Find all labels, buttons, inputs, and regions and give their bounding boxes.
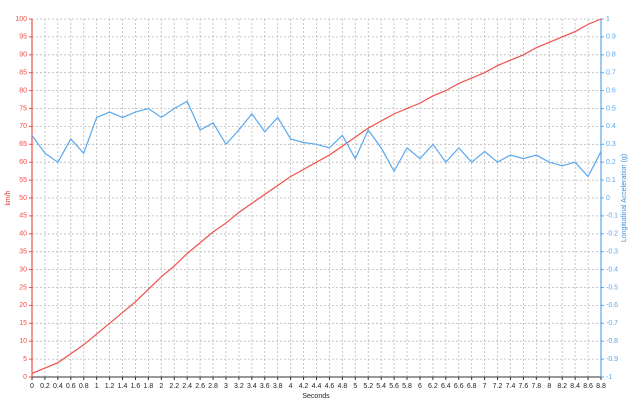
y-tick-label: 40 [19,231,27,238]
y2-tick-label: -0.7 [606,320,618,327]
x-tick-label: 7.2 [493,383,503,390]
x-tick-label: 5.6 [389,383,399,390]
y-tick-label: 5 [23,356,27,363]
x-tick-label: 0 [30,383,34,390]
x-tick-label: 1.6 [131,383,141,390]
x-tick-label: 3.4 [247,383,257,390]
y2-tick-label: 0.3 [606,141,616,148]
x-tick-label: 4.8 [337,383,347,390]
y2-tick-label: 0.5 [606,105,616,112]
x-tick-label: 2.2 [169,383,179,390]
y-axis-title: km/h [5,190,12,205]
y-tick-label: 75 [19,105,27,112]
y-tick-label: 45 [19,213,27,220]
y-tick-label: 100 [15,16,27,23]
x-tick-label: 2.4 [182,383,192,390]
x-tick-label: 2.8 [208,383,218,390]
y2-tick-label: -0.1 [606,213,618,220]
y2-tick-label: 0.7 [606,70,616,77]
y2-tick-label: 0.2 [606,159,616,166]
y2-tick-label: 0.9 [606,34,616,41]
y2-tick-label: 1 [606,16,610,23]
y2-tick-label: -1 [606,374,612,381]
x-tick-label: 8.8 [596,383,606,390]
x-tick-label: 5 [353,383,357,390]
x-tick-label: 6 [418,383,422,390]
x-tick-label: 0.8 [79,383,89,390]
x-tick-label: 1.8 [144,383,154,390]
y2-tick-label: -0.3 [606,249,618,256]
y-tick-label: 50 [19,195,27,202]
y2-tick-label: -0.4 [606,266,618,273]
y2-tick-label: 0 [606,195,610,202]
y2-tick-label: -0.8 [606,338,618,345]
y-tick-label: 10 [19,338,27,345]
y2-tick-label: 0.4 [606,123,616,130]
x-tick-label: 5.2 [363,383,373,390]
x-tick-label: 7.4 [506,383,516,390]
x-tick-label: 6.8 [467,383,477,390]
x-tick-label: 5.8 [402,383,412,390]
y2-tick-label: -0.9 [606,356,618,363]
x-tick-label: 6.2 [428,383,438,390]
x-tick-label: 3.6 [260,383,270,390]
x-tick-label: 8 [547,383,551,390]
y-tick-label: 90 [19,52,27,59]
y-tick-label: 35 [19,249,27,256]
y2-tick-label: 0.6 [606,87,616,94]
y-tick-label: 80 [19,87,27,94]
x-tick-label: 0.6 [66,383,76,390]
y-tick-label: 65 [19,141,27,148]
y2-tick-label: 0.8 [606,52,616,59]
y2-axis-title: Longitudinal Acceleration (g) [621,154,628,242]
y-tick-label: 0 [23,374,27,381]
y-tick-label: 85 [19,70,27,77]
x-tick-label: 7.8 [531,383,541,390]
x-tick-label: 4.4 [312,383,322,390]
x-tick-label: 4.2 [299,383,309,390]
x-tick-label: 3.8 [273,383,283,390]
y-tick-label: 55 [19,177,27,184]
y2-tick-label: -0.5 [606,284,618,291]
x-tick-label: 6.6 [454,383,464,390]
x-tick-label: 8.4 [570,383,580,390]
x-tick-label: 4.6 [325,383,335,390]
y-tick-label: 30 [19,266,27,273]
y-tick-label: 95 [19,34,27,41]
y-tick-label: 60 [19,159,27,166]
x-tick-label: 7 [483,383,487,390]
y2-tick-label: -0.2 [606,231,618,238]
series-line [31,18,602,374]
x-tick-label: 3 [224,383,228,390]
y-tick-label: 25 [19,284,27,291]
x-tick-label: 5.4 [376,383,386,390]
x-tick-label: 0.2 [40,383,50,390]
y2-tick-label: -0.6 [606,302,618,309]
y-tick-label: 20 [19,302,27,309]
y-tick-label: 15 [19,320,27,327]
x-tick-label: 7.6 [519,383,529,390]
y2-tick-label: 0.1 [606,177,616,184]
y-tick-label: 70 [19,123,27,130]
x-tick-label: 8.2 [557,383,567,390]
x-tick-label: 1.2 [105,383,115,390]
x-tick-label: 1 [95,383,99,390]
x-tick-label: 2 [159,383,163,390]
x-tick-label: 2.6 [195,383,205,390]
x-tick-label: 8.6 [583,383,593,390]
x-tick-label: 3.2 [234,383,244,390]
x-tick-label: 0.4 [53,383,63,390]
x-tick-label: 6.4 [441,383,451,390]
x-tick-label: 4 [289,383,293,390]
x-tick-label: 1.4 [118,383,128,390]
series-line [31,100,602,178]
x-axis-title: Seconds [302,393,330,400]
